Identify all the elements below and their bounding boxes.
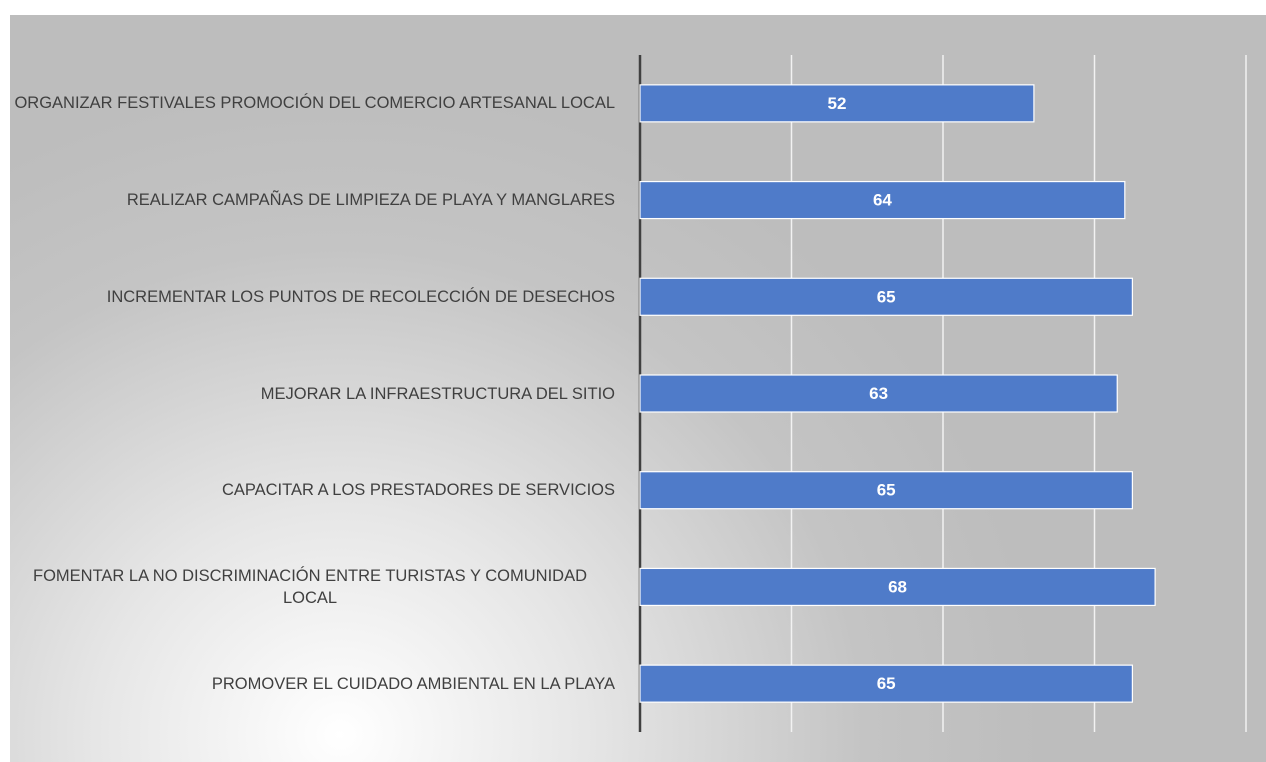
category-label-box: PROMOVER EL CUIDADO AMBIENTAL EN LA PLAY… xyxy=(0,673,615,695)
bar xyxy=(639,84,1035,123)
y-tick-label: REALIZAR CAMPAÑAS DE LIMPIEZA DE PLAYA Y… xyxy=(126,191,615,210)
value-label: 52 xyxy=(827,94,846,113)
value-label: 65 xyxy=(877,481,896,500)
bar xyxy=(639,567,1156,607)
y-tick-label: PROMOVER EL CUIDADO AMBIENTAL EN LA PLAY… xyxy=(211,674,615,693)
category-label-box: ORGANIZAR FESTIVALES PROMOCIÓN DEL COMER… xyxy=(0,92,615,114)
y-tick-label: MEJORAR LA INFRAESTRUCTURA DEL SITIO xyxy=(260,384,615,403)
value-label: 64 xyxy=(873,191,892,210)
value-label: 68 xyxy=(888,577,907,596)
y-tick-label: FOMENTAR LA NO DISCRIMINACIÓN ENTRE TURI… xyxy=(32,566,588,607)
y-tick-label: CAPACITAR A LOS PRESTADORES DE SERVICIOS xyxy=(221,481,615,500)
value-label: 65 xyxy=(877,674,896,693)
category-label-box: INCREMENTAR LOS PUNTOS DE RECOLECCIÓN DE… xyxy=(0,286,615,308)
category-label-box: REALIZAR CAMPAÑAS DE LIMPIEZA DE PLAYA Y… xyxy=(0,189,615,211)
y-tick-label: INCREMENTAR LOS PUNTOS DE RECOLECCIÓN DE… xyxy=(106,287,615,306)
bar xyxy=(639,664,1133,703)
value-label: 63 xyxy=(869,384,888,403)
value-label: 65 xyxy=(877,287,896,306)
bar xyxy=(639,180,1126,220)
bar xyxy=(639,277,1133,316)
bar xyxy=(639,471,1133,510)
category-label-box: MEJORAR LA INFRAESTRUCTURA DEL SITIO xyxy=(0,383,615,405)
bar xyxy=(639,374,1118,413)
category-label-box: CAPACITAR A LOS PRESTADORES DE SERVICIOS xyxy=(0,479,615,501)
y-tick-label: ORGANIZAR FESTIVALES PROMOCIÓN DEL COMER… xyxy=(14,94,615,113)
category-label-box: FOMENTAR LA NO DISCRIMINACIÓN ENTRE TURI… xyxy=(0,565,615,609)
